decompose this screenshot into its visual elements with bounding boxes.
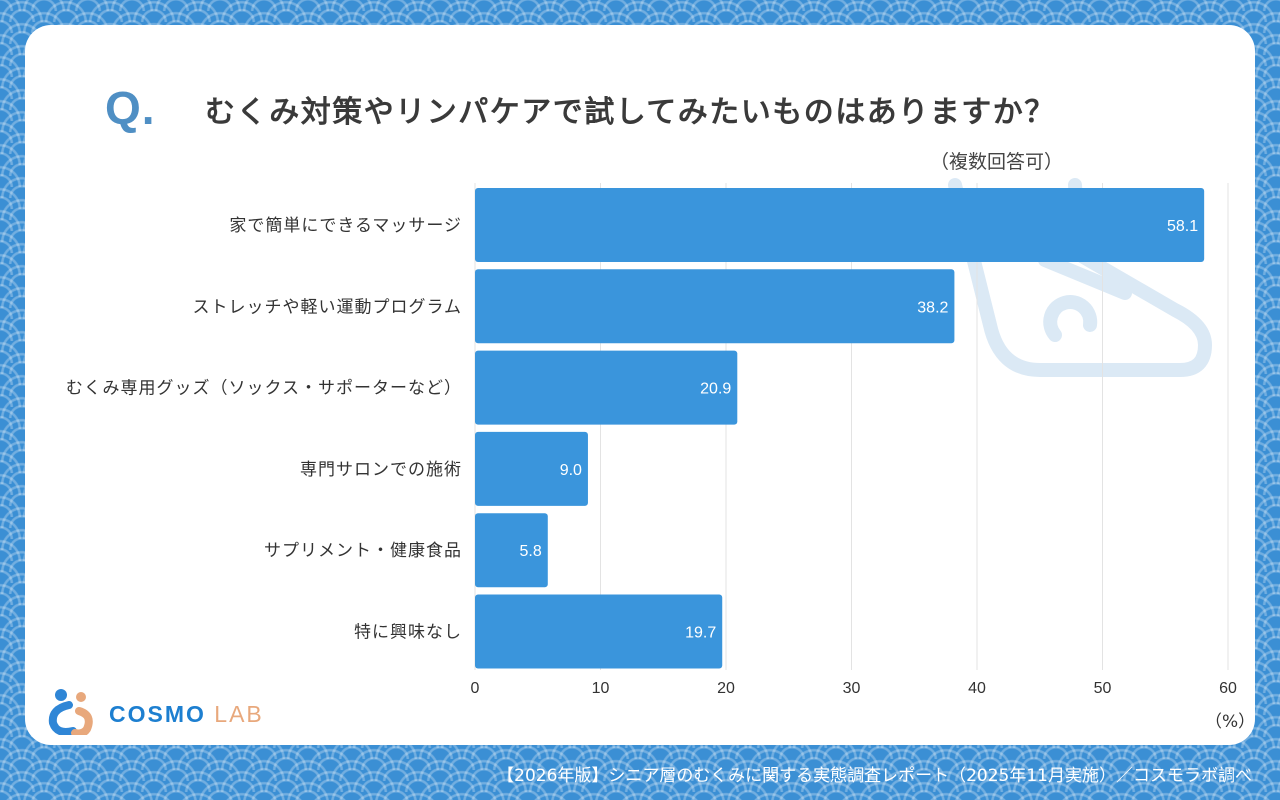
x-tick-label: 0 — [471, 680, 480, 697]
bar — [475, 513, 548, 588]
category-label: ストレッチや軽い運動プログラム — [193, 297, 463, 317]
x-tick-label: 50 — [1094, 680, 1112, 697]
footer-source: 【2026年版】シニア層のむくみに関する実態調査レポート（2025年11月実施）… — [497, 766, 1252, 786]
bar — [475, 188, 1205, 262]
value-label: 20.9 — [700, 381, 731, 398]
category-label: むくみ専用グッズ（ソックス・サポーターなど） — [66, 379, 462, 399]
value-label: 19.7 — [685, 625, 716, 642]
logo-name: COSMO — [109, 701, 206, 727]
question-mark-label: Q. — [105, 82, 156, 134]
multiple-answer-note: （複数回答可） — [930, 151, 1064, 173]
category-label: サプリメント・健康食品 — [264, 541, 462, 561]
bar — [475, 594, 723, 669]
report-card: Q. むくみ対策やリンパケアで試してみたいものはありますか？ （複数回答可） 0… — [25, 25, 1255, 745]
bar — [475, 269, 955, 344]
x-tick-label: 40 — [968, 680, 986, 697]
x-tick-label: 20 — [717, 680, 735, 697]
category-label: 家で簡単にできるマッサージ — [229, 216, 462, 236]
value-label: 5.8 — [520, 543, 542, 560]
x-tick-label: 10 — [592, 680, 610, 697]
category-label: 専門サロンでの施術 — [300, 460, 462, 480]
question-title: むくみ対策やリンパケアで試してみたいものはありますか？ — [205, 95, 1056, 130]
logo-suffix: LAB — [214, 701, 264, 727]
x-tick-label: 60 — [1219, 680, 1237, 697]
bar — [475, 350, 738, 425]
category-label: 特に興味なし — [354, 623, 462, 643]
bar — [475, 431, 588, 506]
x-tick-label: 30 — [843, 680, 861, 697]
cosmo-lab-logo-icon — [48, 689, 93, 735]
leg-illustration — [948, 178, 1212, 377]
value-label: 58.1 — [1167, 218, 1198, 235]
value-label: 38.2 — [917, 299, 948, 316]
value-label: 9.0 — [560, 462, 582, 479]
x-axis-unit-label: （%） — [1205, 712, 1255, 732]
bar-chart: 0 10 20 30 40 50 60 家で簡単にできるマッサージ 58.1 ストレッチや軽い運動… — [66, 183, 1237, 697]
cosmo-lab-logo-text: COSMO LAB — [109, 701, 264, 728]
